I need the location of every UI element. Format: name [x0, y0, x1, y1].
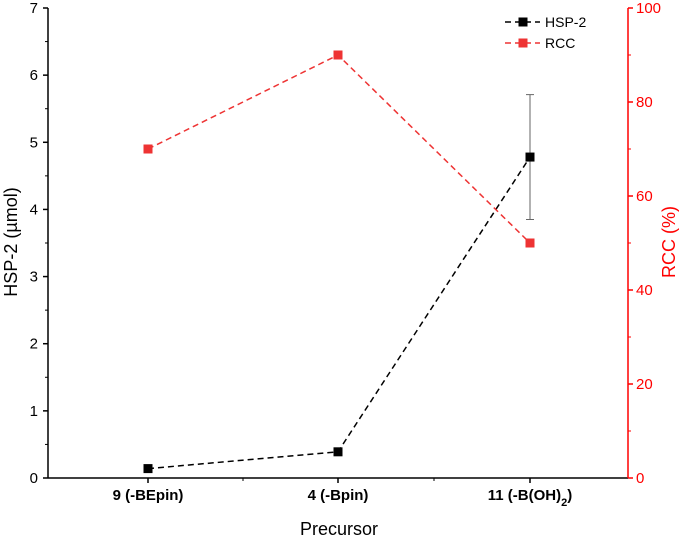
y-left-tick-label: 1	[30, 403, 38, 420]
x-tick-label: 9 (-BEpin)	[113, 487, 184, 504]
y-left-tick-label: 4	[30, 201, 38, 218]
y-left-tick-label: 7	[30, 0, 38, 17]
y-right-tick-label: 80	[636, 94, 653, 111]
legend-box	[499, 5, 589, 55]
data-point-hsp-2	[333, 447, 343, 457]
data-point-rcc	[143, 144, 153, 154]
y-left-tick-label: 6	[30, 67, 38, 84]
y-right-tick-label: 100	[636, 0, 661, 17]
x-tick-label: 4 (-Bpin)	[308, 487, 369, 504]
y-right-tick-label: 0	[636, 470, 644, 487]
series-hsp-2	[143, 94, 535, 474]
legend-label-hsp-2: HSP-2	[545, 14, 586, 30]
y-right-tick-label: 40	[636, 282, 653, 299]
legend-marker-hsp-2	[518, 17, 528, 27]
legend-marker-rcc	[518, 38, 528, 48]
data-point-rcc	[525, 238, 535, 248]
y-left-tick-label: 5	[30, 134, 38, 151]
y-left-tick-label: 0	[30, 470, 38, 487]
y-left-axis-label: HSP-2 (µmol)	[1, 187, 21, 296]
series-layer	[143, 50, 535, 474]
data-point-rcc	[333, 50, 343, 60]
right-axis-ticks: 0 20 40 60 80 100	[628, 0, 661, 487]
y-left-tick-label: 2	[30, 336, 38, 353]
x-axis-label: Precursor	[300, 519, 378, 539]
x-tick-label: 11 (-B(OH)2)	[488, 487, 572, 509]
series-rcc	[143, 50, 535, 248]
legend: HSP-2 RCC	[499, 5, 589, 55]
x-axis-ticks: 9 (-BEpin) 4 (-Bpin) 11 (-B(OH)2)	[113, 478, 572, 509]
series-line-rcc	[147, 54, 531, 244]
axes	[47, 8, 629, 479]
left-axis-ticks: 0 1 2 3 4 5 6 7	[30, 0, 48, 487]
y-left-tick-label: 3	[30, 269, 38, 286]
legend-label-rcc: RCC	[545, 35, 575, 51]
y-right-tick-label: 60	[636, 188, 653, 205]
y-right-axis-label: RCC (%)	[659, 206, 679, 278]
data-point-hsp-2	[143, 464, 153, 474]
series-line-hsp-2	[147, 156, 531, 470]
y-right-tick-label: 20	[636, 376, 653, 393]
data-point-hsp-2	[525, 152, 535, 162]
